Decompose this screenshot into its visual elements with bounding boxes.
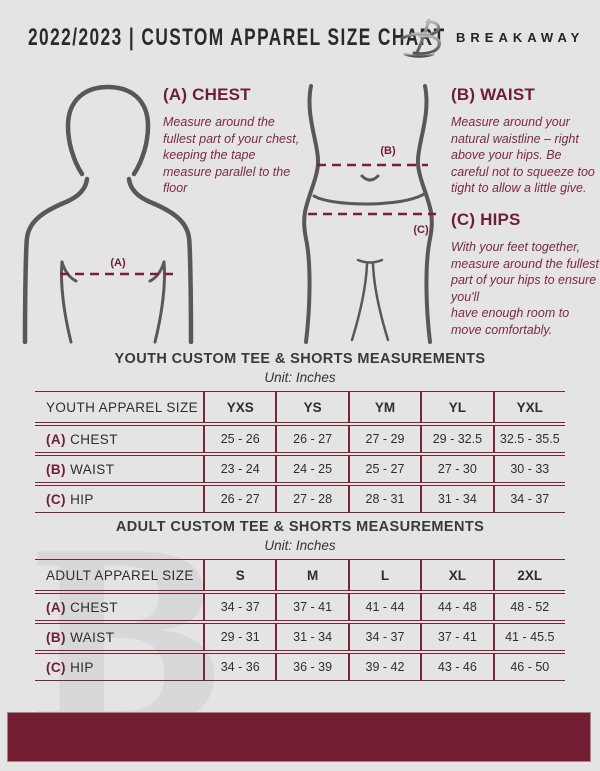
size-cell: 29 - 31 xyxy=(203,623,276,651)
table-row: (B) WAIST 23 - 24 24 - 25 25 - 27 27 - 3… xyxy=(35,455,565,483)
measure-prefix: (C) xyxy=(46,491,66,507)
measure-name: CHEST xyxy=(70,431,118,447)
size-cell: 27 - 28 xyxy=(275,485,348,513)
size-cell: 26 - 27 xyxy=(203,485,276,513)
measure-prefix: (A) xyxy=(46,431,66,447)
page-title: 2022/2023 | CUSTOM APPAREL SIZE CHART xyxy=(28,24,446,51)
size-cell: 34 - 37 xyxy=(347,623,421,651)
youth-header-row: YOUTH APPAREL SIZE YXS YS YM YL YXL xyxy=(35,391,565,423)
youth-size-table: YOUTH APPAREL SIZE YXS YS YM YL YXL (A) … xyxy=(35,389,565,515)
table-row: (C) HIP 26 - 27 27 - 28 28 - 31 31 - 34 … xyxy=(35,485,565,513)
table-row: (B) WAIST 29 - 31 31 - 34 34 - 37 37 - 4… xyxy=(35,623,565,651)
chest-instructions: (A) CHEST Measure around the fullest par… xyxy=(163,85,303,197)
adult-header-row: ADULT APPAREL SIZE S M L XL 2XL xyxy=(35,559,565,591)
size-column-header: YXL xyxy=(492,391,565,423)
adult-section-title: ADULT CUSTOM TEE & SHORTS MEASUREMENTS xyxy=(115,519,485,535)
breakaway-logo-icon xyxy=(400,18,442,58)
chest-heading: (A) CHEST xyxy=(163,85,251,104)
size-cell: 23 - 24 xyxy=(203,455,276,483)
waist-marker-label: (B) xyxy=(380,145,396,157)
table-row: (A) CHEST 34 - 37 37 - 41 41 - 44 44 - 4… xyxy=(35,593,565,621)
hips-marker-label: (C) xyxy=(413,224,429,236)
waist-instructions: (B) WAIST Measure around your natural wa… xyxy=(451,85,597,197)
hips-body-text: With your feet together, measure around … xyxy=(451,240,600,337)
size-cell: 32.5 - 35.5 xyxy=(492,425,565,453)
size-cell: 26 - 27 xyxy=(275,425,348,453)
waist-body-text: Measure around your natural waistline – … xyxy=(451,115,595,195)
size-cell: 31 - 34 xyxy=(275,623,348,651)
youth-size-label-cell: YOUTH APPAREL SIZE xyxy=(35,391,203,423)
measure-prefix: (C) xyxy=(46,659,66,675)
measure-prefix: (B) xyxy=(46,461,66,477)
size-cell: 36 - 39 xyxy=(275,653,348,681)
size-cell: 27 - 30 xyxy=(420,455,493,483)
size-cell: 34 - 37 xyxy=(492,485,565,513)
size-column-header: L xyxy=(347,559,421,591)
size-column-header: YL xyxy=(420,391,493,423)
adult-unit-label: Unit: Inches xyxy=(264,538,336,553)
size-cell: 41 - 44 xyxy=(347,593,421,621)
measure-name: CHEST xyxy=(70,599,118,615)
youth-unit-label: Unit: Inches xyxy=(264,370,336,385)
size-cell: 37 - 41 xyxy=(275,593,348,621)
size-cell: 44 - 48 xyxy=(420,593,493,621)
chest-body-text: Measure around the fullest part of your … xyxy=(163,115,300,195)
size-cell: 48 - 52 xyxy=(492,593,565,621)
table-row: (A) CHEST 25 - 26 26 - 27 27 - 29 29 - 3… xyxy=(35,425,565,453)
measure-prefix: (B) xyxy=(46,629,66,645)
footer-bar xyxy=(7,712,591,762)
table-row: (C) HIP 34 - 36 36 - 39 39 - 42 43 - 46 … xyxy=(35,653,565,681)
size-cell: 34 - 36 xyxy=(203,653,276,681)
measure-name: WAIST xyxy=(70,461,115,477)
size-cell: 25 - 26 xyxy=(203,425,276,453)
size-column-header: YS xyxy=(275,391,348,423)
size-column-header: YM xyxy=(347,391,421,423)
size-column-header: 2XL xyxy=(492,559,565,591)
measure-name: HIP xyxy=(70,491,94,507)
waist-heading: (B) WAIST xyxy=(451,85,535,104)
size-cell: 43 - 46 xyxy=(420,653,493,681)
size-column-header: S xyxy=(203,559,276,591)
measure-label: (B) WAIST xyxy=(35,623,203,651)
hips-instructions: (C) HIPS With your feet together, measur… xyxy=(451,210,600,338)
size-column-header: M xyxy=(275,559,348,591)
measure-name: WAIST xyxy=(70,629,115,645)
size-cell: 30 - 33 xyxy=(492,455,565,483)
adult-size-table: ADULT APPAREL SIZE S M L XL 2XL (A) CHES… xyxy=(35,557,565,683)
adult-size-label-cell: ADULT APPAREL SIZE xyxy=(35,559,203,591)
measure-label: (A) CHEST xyxy=(35,425,203,453)
size-cell: 28 - 31 xyxy=(347,485,421,513)
waist-hips-figure-illustration: (B) (C) xyxy=(302,84,436,344)
chest-marker-label: (A) xyxy=(110,257,126,269)
size-column-header: YXS xyxy=(203,391,276,423)
measure-label: (C) HIP xyxy=(35,653,203,681)
measure-prefix: (A) xyxy=(46,599,66,615)
size-cell: 31 - 34 xyxy=(420,485,493,513)
size-cell: 27 - 29 xyxy=(347,425,421,453)
size-cell: 41 - 45.5 xyxy=(492,623,565,651)
measure-label: (C) HIP xyxy=(35,485,203,513)
size-cell: 29 - 32.5 xyxy=(420,425,493,453)
measure-label: (A) CHEST xyxy=(35,593,203,621)
hips-heading: (C) HIPS xyxy=(451,210,521,229)
brand-name: BREAKAWAY xyxy=(456,30,585,45)
size-column-header: XL xyxy=(420,559,493,591)
chest-figure-illustration: (A) xyxy=(22,84,194,344)
youth-section-title: YOUTH CUSTOM TEE & SHORTS MEASUREMENTS xyxy=(114,351,486,367)
size-cell: 24 - 25 xyxy=(275,455,348,483)
size-cell: 34 - 37 xyxy=(203,593,276,621)
measure-label: (B) WAIST xyxy=(35,455,203,483)
measure-name: HIP xyxy=(70,659,94,675)
size-cell: 46 - 50 xyxy=(492,653,565,681)
size-cell: 25 - 27 xyxy=(347,455,421,483)
size-cell: 39 - 42 xyxy=(347,653,421,681)
size-cell: 37 - 41 xyxy=(420,623,493,651)
